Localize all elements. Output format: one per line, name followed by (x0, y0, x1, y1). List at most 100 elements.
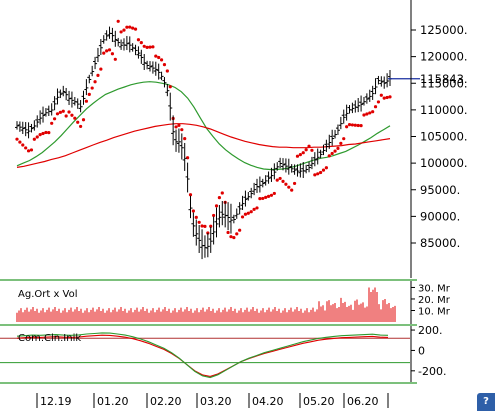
sar-dot (105, 49, 109, 53)
sar-dot (185, 156, 190, 160)
sar-dot (203, 224, 207, 228)
sar-dot (339, 141, 343, 145)
sar-dot (90, 86, 94, 90)
osc-red-line (16, 334, 389, 377)
sar-dot (269, 193, 274, 197)
sar-dot (298, 153, 302, 157)
sar-dot (145, 45, 149, 49)
oscillator-tick-label: 200. (418, 324, 443, 337)
price-tick-label: 125000. (420, 23, 468, 37)
sar-dot (319, 170, 323, 175)
price-plot-area (0, 0, 410, 278)
sar-dot (356, 123, 360, 128)
sar-dot (347, 123, 352, 127)
sar-dot (15, 137, 19, 141)
sar-dot (324, 166, 328, 170)
sar-dot (139, 41, 143, 45)
sar-dot (191, 209, 195, 213)
sar-dot (240, 215, 245, 219)
sar-dot (249, 210, 253, 214)
last-value-label: 115843. (420, 72, 468, 86)
sar-dot (165, 69, 169, 73)
price-tick-label: 95000. (420, 183, 460, 197)
sar-dot (174, 125, 178, 129)
sar-dot (58, 110, 62, 114)
sar-dot (258, 197, 262, 201)
sar-dot (217, 196, 222, 200)
sar-dot (379, 93, 383, 97)
sar-dot (168, 85, 172, 89)
sar-dot (345, 125, 349, 129)
sar-dot (310, 148, 314, 152)
sar-dot (122, 28, 126, 32)
sar-dot (238, 228, 242, 232)
sar-dot (226, 230, 230, 235)
price-tick-label: 90000. (420, 209, 460, 223)
sar-dot (368, 111, 372, 115)
x-tick-label: 02.20 (150, 395, 182, 408)
sar-dot (96, 73, 100, 77)
sar-dot (278, 176, 282, 181)
sar-dot (136, 38, 141, 42)
sar-dot (292, 181, 297, 186)
sar-dot (18, 140, 22, 144)
sar-dot (197, 220, 201, 224)
sar-dot (316, 172, 320, 176)
sar-dot (371, 110, 375, 114)
sar-dot (359, 124, 363, 128)
sar-dot (70, 113, 74, 117)
x-axis: 12.19 01.20 02.20 03.20 04.20 05.20 06.20 (36, 393, 389, 408)
sar-dot (38, 133, 42, 137)
sar-dot (275, 178, 279, 182)
sar-dot (342, 137, 346, 141)
sar-dot (50, 121, 54, 125)
sar-dot (200, 224, 204, 228)
sar-dot (131, 26, 135, 30)
sar-dot (148, 45, 152, 49)
x-tick-label: 12.19 (40, 395, 72, 408)
sar-dot (76, 120, 80, 124)
x-tick-label: 04.20 (252, 395, 284, 408)
sar-dot (180, 128, 184, 132)
sar-dot (93, 80, 97, 84)
sar-dot (385, 95, 389, 100)
volume-tick-label: 20. Mr (418, 295, 451, 306)
sar-dot (159, 58, 164, 62)
sar-dot (264, 195, 268, 199)
sar-dot (79, 124, 83, 129)
sar-dot (142, 44, 146, 48)
volume-tick-label: 10. Mr (418, 306, 451, 317)
sar-dot (183, 137, 187, 141)
sar-dot (252, 207, 256, 211)
sar-dot (373, 105, 378, 109)
sar-dot (21, 143, 25, 147)
sar-dot (128, 25, 132, 29)
volume-panel-title: Ag.Ort x Vol (18, 289, 78, 300)
sar-dot (232, 235, 236, 240)
sar-dot (382, 96, 386, 100)
sar-dot (99, 67, 103, 71)
sar-dot (313, 173, 317, 177)
oscillator-tick-label: -200. (418, 365, 446, 378)
sar-dot (284, 182, 288, 186)
sar-dot (321, 168, 326, 172)
sar-dot (67, 110, 71, 114)
sar-dot (87, 92, 91, 96)
sar-dot (350, 123, 355, 127)
price-tick-label: 115000. (420, 76, 468, 90)
help-icon[interactable]: ? (477, 393, 495, 411)
oscillator-panel: Com.Cln.Inik 200. 0 -200. (0, 324, 446, 382)
sar-dot (307, 144, 311, 148)
price-tick-label: 110000. (420, 103, 468, 117)
sar-dot (304, 148, 308, 152)
oscillator-panel-title: Com.Cln.Inik (18, 333, 81, 344)
sar-dot (32, 137, 36, 141)
sar-dot (162, 63, 167, 67)
sar-dot (301, 151, 305, 155)
sar-dot (295, 154, 300, 158)
sar-dot (336, 146, 340, 150)
sar-dot (261, 196, 265, 201)
sar-dot (116, 19, 120, 23)
